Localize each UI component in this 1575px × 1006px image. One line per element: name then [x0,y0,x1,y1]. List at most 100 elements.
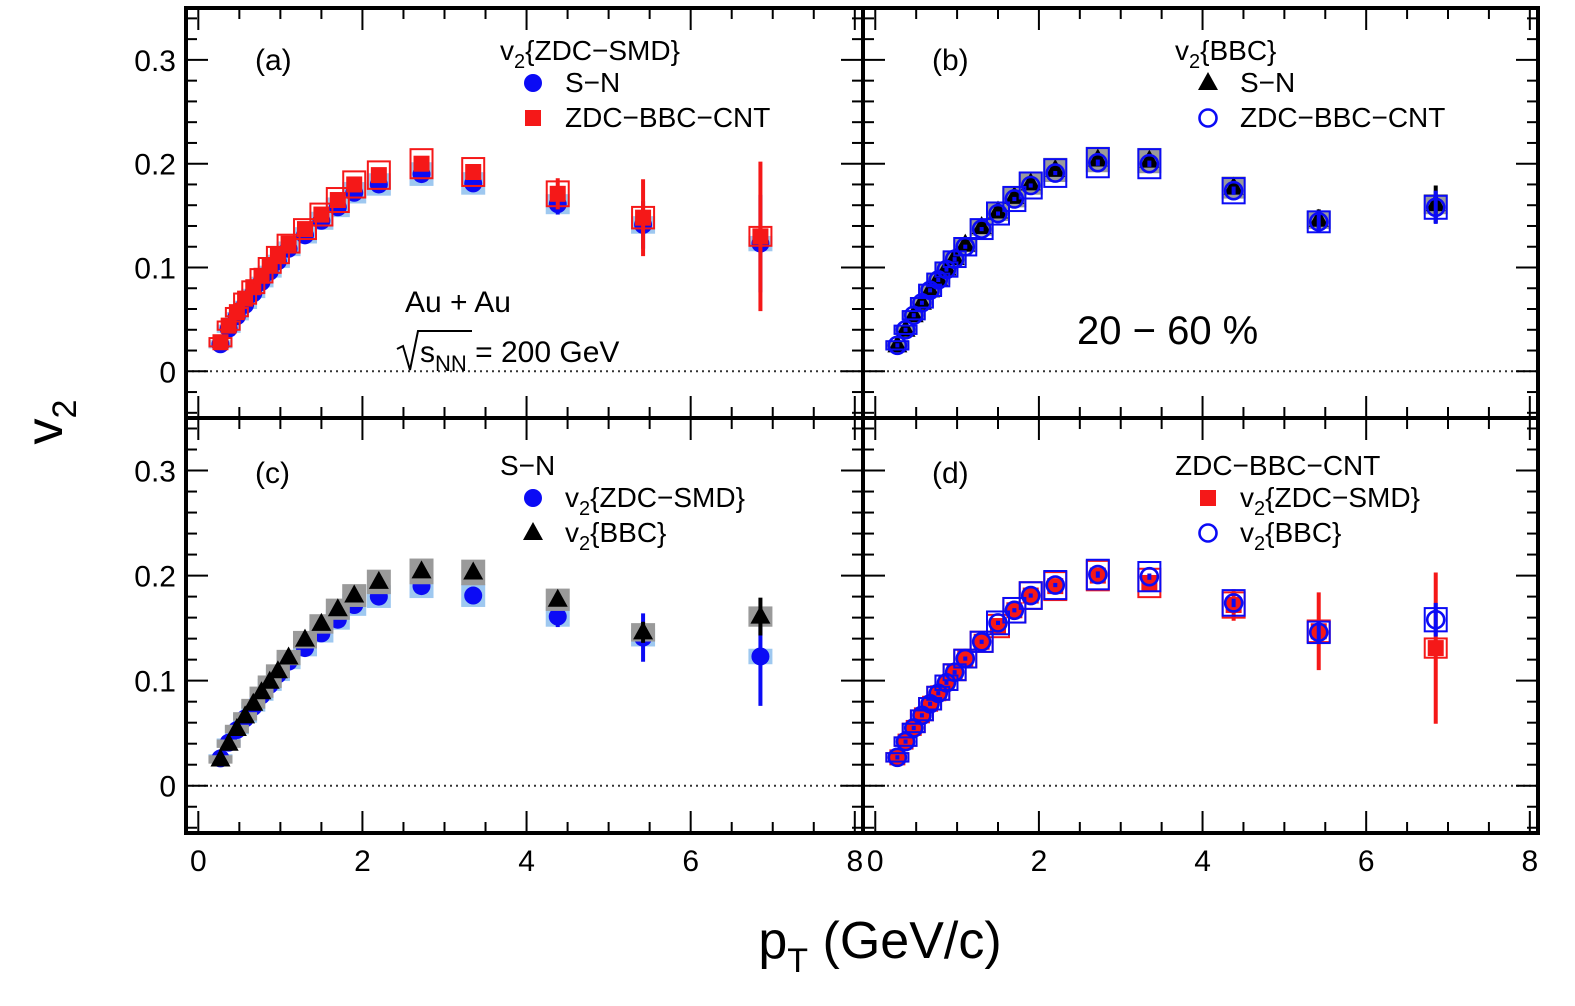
x-tick-label: 0 [190,845,207,878]
data-point [751,647,770,666]
y-tick-label: 0.1 [134,252,176,285]
data-point [1308,212,1329,232]
legend-marker [1198,523,1218,543]
x-tick-label: 2 [1031,845,1048,878]
y-tick-label: 0 [159,771,176,804]
systematic-box [1085,558,1110,591]
x-tick-label: 2 [354,845,371,878]
data-point [463,561,484,580]
data-point [220,317,237,334]
systematic-box [885,340,910,351]
systematic-box [292,218,317,241]
series-0 [885,559,1448,766]
panel-label: (b) [932,44,969,77]
y-tick-label: 0.2 [134,149,176,182]
data-point [635,209,652,226]
x-tick-label: 0 [867,845,884,878]
legend-entry: ZDC−BBC−CNT [1240,102,1445,133]
series-1 [208,148,773,351]
data-point [212,334,229,351]
panel-a: 0 0.1 0.2 0.3 (a) v2{ZDC−SMD}S−N ZDC−BBC−CNT [134,6,865,420]
data-point [313,206,330,223]
data-point [549,185,566,202]
data-point [895,319,916,340]
systematic-box [366,160,391,190]
data-point [243,692,264,711]
data-point [887,747,908,768]
series-0 [208,162,773,354]
legend-title: ZDC−BBC−CNT [1175,450,1380,481]
systematic-box [893,736,918,747]
y-tick-label: 0 [159,356,176,389]
legend-entry: v2{ZDC−SMD} [565,482,745,520]
data-point [1045,158,1066,177]
legend-title: v2{ZDC−SMD} [500,35,680,73]
data-point [218,732,239,751]
systematic-box [901,310,926,321]
panel-label: (d) [932,457,969,490]
data-point [311,612,332,631]
data-point [1045,575,1066,595]
systematic-box [309,202,334,227]
data-point [210,748,231,767]
systematic-box [1306,210,1331,234]
data-point [251,681,272,700]
x-tick-label: 6 [1358,845,1375,878]
data-point [887,335,908,356]
data-point [1139,566,1160,587]
systematic-box [969,630,994,653]
legend-entry: ZDC−BBC−CNT [565,102,770,133]
panels: 00.10.20.3 (a) v2{ZDC−SMD}S−NZDC−BBC−CNT(b… [134,6,1540,878]
systematic-box [986,201,1010,226]
centrality-label: 20 − 60 % [1077,309,1258,353]
data-point [971,631,992,652]
systematic-box [909,296,934,309]
data-point [955,236,976,257]
y-tick-label: 0.1 [134,666,176,699]
data-point [346,176,363,193]
data-point [296,221,313,238]
panel-label: (a) [255,44,292,77]
data-point [1223,180,1244,201]
legend-entry: S−N [565,67,620,98]
data-point [1087,148,1108,167]
data-point [1308,622,1329,643]
systematic-box [276,233,301,254]
systematic-box [1306,620,1331,645]
systematic-box [1043,570,1068,601]
data-point [944,662,965,683]
svg-text:sNN = 200 GeV: sNN = 200 GeV [420,336,619,376]
data-point [368,570,389,589]
data-point [329,192,346,209]
series-1 [885,558,1448,768]
legend-marker [1198,72,1218,90]
legend-marker [524,489,542,507]
data-point [1004,600,1025,621]
data-point [1223,176,1244,195]
systematic-box [893,324,918,335]
legend-marker [1198,108,1218,128]
systematic-box [409,148,434,180]
legend-marker [525,110,541,126]
data-point [294,628,315,647]
x-tick-label: 6 [682,845,699,878]
legend: S−N v2{ZDC−SMD}v2{BBC} [500,450,745,555]
panel-frame [861,416,1540,835]
data-point [971,219,992,239]
legend-marker [524,74,542,92]
series-0 [208,574,773,768]
series-1 [885,147,1448,356]
systematic-box [1002,596,1027,624]
data-point [411,560,432,579]
data-point [1141,574,1158,591]
data-point [465,164,482,180]
data-point [1045,163,1066,183]
legend: v2{ZDC−SMD}S−N ZDC−BBC−CNT [500,35,770,133]
data-point [633,621,654,640]
x-axis-title: pT (GeV/c) [758,912,1001,980]
data-point [1088,152,1108,173]
data-point [280,235,297,252]
systematic-box [1221,589,1246,617]
